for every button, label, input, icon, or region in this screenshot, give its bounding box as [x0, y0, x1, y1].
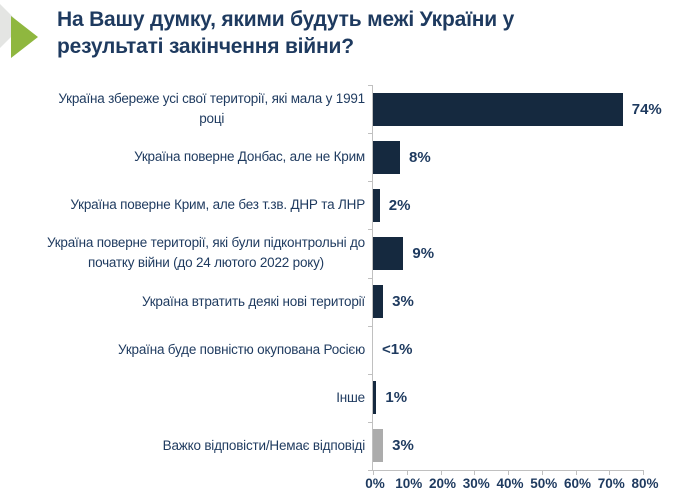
bar [373, 381, 377, 415]
value-label: 2% [388, 196, 411, 214]
x-axis-tick-label: 40% [496, 476, 524, 491]
value-label: <1% [382, 341, 413, 359]
x-axis-tick [541, 470, 543, 475]
bar [373, 429, 384, 463]
category-label: Україна поверне Крим, але без т.зв. ДНР … [70, 197, 365, 213]
x-axis-tick-label: 60% [563, 476, 592, 491]
chart-row: Інше 1% [0, 374, 690, 422]
y-axis-tick [368, 422, 372, 423]
x-axis-tick [474, 470, 476, 475]
category-cell: Інше [0, 374, 365, 422]
y-axis-tick [368, 181, 372, 182]
y-axis-tick [368, 374, 372, 375]
category-cell: Україна збереже усі свої території, які … [0, 85, 365, 133]
x-axis-tick-label: 20% [428, 476, 457, 491]
chart-row: Україна поверне Крим, але без т.зв. ДНР … [0, 181, 690, 229]
y-axis-tick [368, 85, 372, 86]
chart-row: Україна збереже усі свої території, які … [0, 85, 690, 133]
value-label: 8% [409, 148, 431, 166]
bar [373, 140, 400, 174]
x-axis-tick-label: 80% [631, 476, 659, 491]
y-axis-line [372, 85, 373, 470]
value-label: 3% [392, 437, 414, 455]
x-axis-tick [373, 470, 374, 475]
page-title: На Вашу думку, якими будуть межі України… [57, 8, 515, 58]
category-cell: Україна поверне Крим, але без т.зв. ДНР … [0, 181, 365, 229]
x-axis-tick [440, 470, 442, 475]
category-cell: Україна поверне території, які були підк… [0, 229, 365, 277]
x-axis-tick-label: 10% [395, 476, 423, 491]
y-axis-tick [368, 133, 372, 134]
chart-row: Україна втратить деякі нові території 3% [0, 278, 690, 326]
chart-row: Україна поверне території, які були підк… [0, 229, 690, 277]
category-cell: Україна буде повністю окупована Росією [0, 326, 365, 374]
x-axis-tick-label: 50% [530, 476, 558, 491]
value-label: 9% [412, 244, 435, 262]
chart-row: Україна поверне Донбас, але не Крим 8% [0, 133, 690, 181]
value-label: 1% [385, 389, 408, 407]
category-cell: Україна втратить деякі нові території [0, 278, 365, 326]
category-label: Важко відповісти/Немає відповіді [162, 437, 366, 453]
x-axis-tick [508, 470, 509, 475]
y-axis-tick [368, 470, 372, 471]
x-axis-tick-label: 70% [597, 476, 625, 491]
category-label: Інше [336, 389, 365, 405]
x-axis-tick-label: 30% [462, 476, 490, 491]
chart-row: Україна буде повністю окупована Росією <1… [0, 326, 690, 374]
y-axis-tick [368, 326, 372, 327]
value-label: 3% [392, 293, 414, 311]
bar [373, 236, 404, 270]
x-axis-tick-label: 0% [365, 476, 385, 491]
accent-arrow-green-icon [11, 16, 38, 58]
x-axis-tick [643, 470, 644, 475]
y-axis-tick [368, 229, 372, 230]
bar [373, 285, 384, 319]
x-axis-tick [609, 470, 611, 475]
bar [373, 92, 623, 126]
category-label: Україна збереже усі свої території, які … [58, 91, 365, 127]
category-label: Україна втратить деякі нові території [141, 293, 365, 309]
x-axis-tick [575, 470, 577, 475]
category-cell: Важко відповісти/Немає відповіді [0, 422, 366, 470]
chart-row: Важко відповісти/Немає відповіді 3% [0, 422, 690, 470]
bar [373, 188, 380, 222]
category-label: Україна поверне території, які були підк… [46, 235, 365, 271]
category-cell: Україна поверне Донбас, але не Крим [0, 133, 365, 181]
y-axis-tick [368, 278, 372, 279]
bar-chart: Україна збереже усі свої території, які … [0, 85, 690, 496]
category-label: Україна буде повністю окупована Росією [118, 341, 365, 357]
x-axis-tick [406, 470, 408, 475]
value-label: 74% [631, 100, 662, 118]
category-label: Україна поверне Донбас, але не Крим [134, 149, 365, 165]
